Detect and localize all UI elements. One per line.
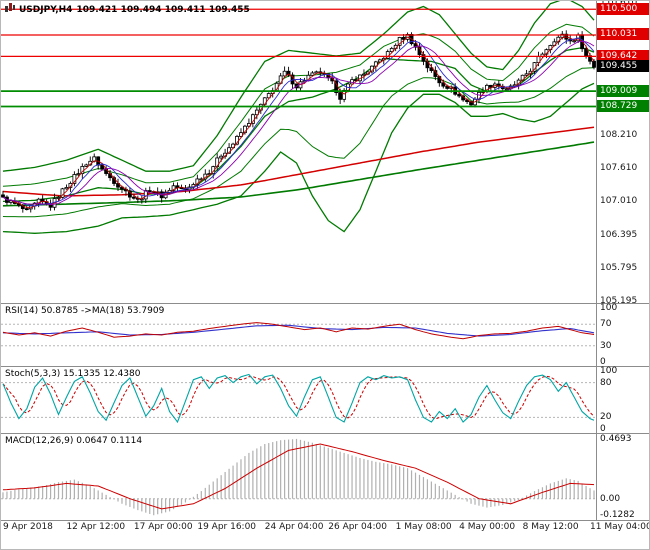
symbol-timeframe: USDJPY,H4 [19, 4, 73, 15]
price-axis-tick: 107.610 [600, 162, 638, 173]
time-axis-label: 12 Apr 12:00 [66, 522, 126, 532]
price-badge: 108.729 [597, 99, 649, 112]
rsi-label: RSI(14) 50.8785 ->MA(18) 53.7909 [5, 306, 165, 316]
rsi-level-label: 30 [600, 340, 612, 351]
price-badge: 109.455 [597, 60, 649, 73]
chart-title: USDJPY,H4 109.421 109.494 109.411 109.45… [5, 3, 250, 16]
stoch-level-label: 100 [600, 366, 618, 376]
price-badge: 109.642 [597, 49, 649, 62]
time-axis-label: 9 Apr 2018 [2, 522, 53, 532]
time-axis-label: 4 May 00:00 [459, 522, 516, 532]
stoch-level-label: 0 [600, 424, 606, 434]
price-axis-tick: 105.195 [600, 295, 638, 306]
stoch-label: Stoch(5,3,3) 15.1335 12.4380 [5, 369, 141, 379]
time-axis-label: 17 Apr 00:00 [133, 522, 193, 532]
time-axis-label: 24 Apr 04:00 [264, 522, 324, 532]
price-axis-tick: 105.795 [600, 262, 638, 273]
price-badge: 110.031 [597, 28, 649, 41]
macd-level-label: -0.1282 [600, 510, 635, 520]
time-axis-label: 8 May 12:00 [522, 522, 579, 532]
rsi-level-label: 70 [600, 319, 612, 330]
price-axis-tick: 108.210 [600, 129, 638, 140]
stoch-level-label: 20 [600, 412, 612, 423]
chart-logo-icon [5, 3, 15, 16]
price-axis-tick: 106.395 [600, 229, 638, 240]
rsi-level-label: 0 [600, 357, 606, 367]
time-axis-label: 26 Apr 04:00 [328, 522, 387, 532]
rsi-level-label: 100 [600, 303, 618, 313]
time-axis-label: 11 May 04:00 [590, 522, 650, 532]
macd-level-label: 0.00 [600, 493, 621, 504]
ohlc-readout: 109.421 109.494 109.411 109.455 [76, 4, 250, 15]
price-badge: 109.009 [597, 84, 649, 97]
time-axis-label: 19 Apr 16:00 [197, 522, 257, 532]
macd-level-label: 0.4693 [600, 434, 632, 444]
price-axis-tick: 107.010 [600, 195, 638, 206]
stoch-level-label: 80 [600, 377, 612, 388]
time-axis-label: 1 May 08:00 [395, 522, 452, 532]
price-badge: 110.500 [597, 2, 649, 15]
macd-label: MACD(12,26,9) 0.0647 0.1114 [5, 436, 143, 446]
